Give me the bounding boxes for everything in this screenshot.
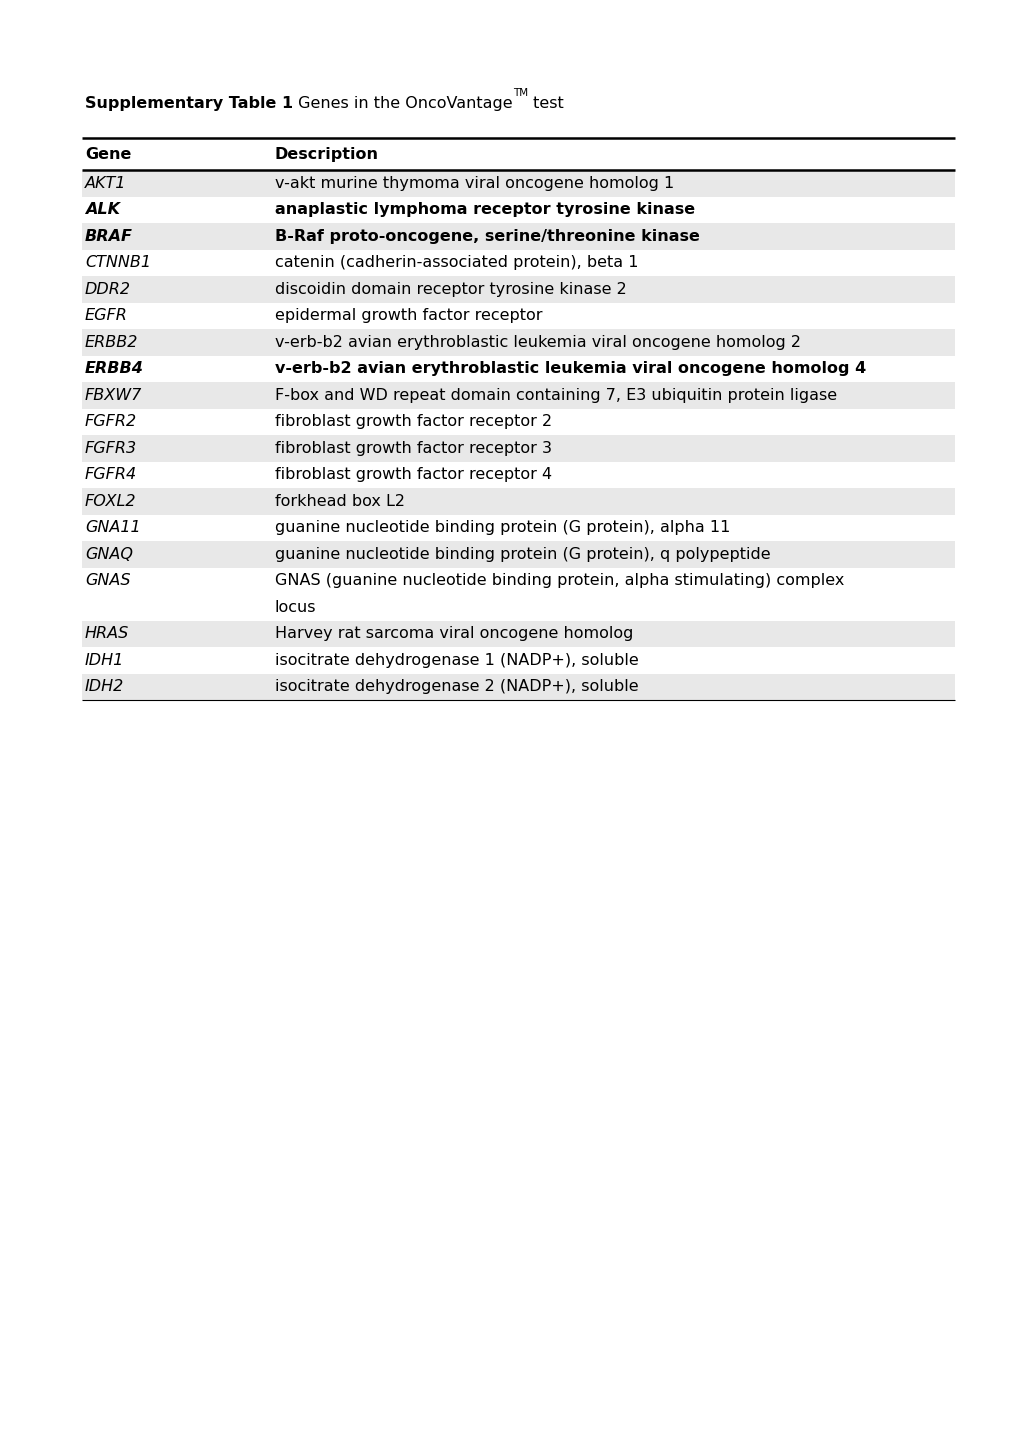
Text: IDH1: IDH1 — [85, 652, 124, 668]
Text: epidermal growth factor receptor: epidermal growth factor receptor — [275, 309, 542, 323]
Text: ERBB4: ERBB4 — [85, 361, 144, 377]
Text: DDR2: DDR2 — [85, 281, 130, 297]
Text: BRAF: BRAF — [85, 229, 132, 244]
Text: fibroblast growth factor receptor 4: fibroblast growth factor receptor 4 — [275, 468, 551, 482]
Text: F-box and WD repeat domain containing 7, E3 ubiquitin protein ligase: F-box and WD repeat domain containing 7,… — [275, 388, 837, 403]
Text: TM: TM — [513, 88, 528, 98]
Text: FGFR3: FGFR3 — [85, 440, 137, 456]
Bar — [82, 567, 954, 620]
Text: test: test — [528, 97, 564, 111]
Text: forkhead box L2: forkhead box L2 — [275, 494, 405, 509]
Text: FOXL2: FOXL2 — [85, 494, 137, 509]
Text: v-erb-b2 avian erythroblastic leukemia viral oncogene homolog 4: v-erb-b2 avian erythroblastic leukemia v… — [275, 361, 865, 377]
Text: Harvey rat sarcoma viral oncogene homolog: Harvey rat sarcoma viral oncogene homolo… — [275, 626, 633, 641]
Text: Gene: Gene — [85, 147, 131, 162]
Text: catenin (cadherin-associated protein), beta 1: catenin (cadherin-associated protein), b… — [275, 255, 638, 270]
Text: EGFR: EGFR — [85, 309, 127, 323]
Bar — [82, 250, 954, 276]
Text: B-Raf proto-oncogene, serine/threonine kinase: B-Raf proto-oncogene, serine/threonine k… — [275, 229, 699, 244]
Bar — [82, 170, 954, 196]
Text: guanine nucleotide binding protein (G protein), q polypeptide: guanine nucleotide binding protein (G pr… — [275, 547, 770, 561]
Text: GNAS (guanine nucleotide binding protein, alpha stimulating) complex: GNAS (guanine nucleotide binding protein… — [275, 573, 844, 589]
Text: v-erb-b2 avian erythroblastic leukemia viral oncogene homolog 2: v-erb-b2 avian erythroblastic leukemia v… — [275, 335, 800, 349]
Text: isocitrate dehydrogenase 1 (NADP+), soluble: isocitrate dehydrogenase 1 (NADP+), solu… — [275, 652, 638, 668]
Bar — [82, 541, 954, 567]
Text: CTNNB1: CTNNB1 — [85, 255, 151, 270]
Text: GNAS: GNAS — [85, 573, 130, 589]
Bar — [82, 620, 954, 646]
Text: isocitrate dehydrogenase 2 (NADP+), soluble: isocitrate dehydrogenase 2 (NADP+), solu… — [275, 680, 638, 694]
Text: FGFR2: FGFR2 — [85, 414, 137, 429]
Bar — [82, 646, 954, 674]
Bar — [82, 139, 954, 170]
Bar — [82, 488, 954, 515]
Bar — [82, 382, 954, 408]
Text: HRAS: HRAS — [85, 626, 129, 641]
Text: locus: locus — [275, 600, 316, 615]
Bar — [82, 276, 954, 303]
Text: ERBB2: ERBB2 — [85, 335, 139, 349]
Bar — [82, 434, 954, 462]
Text: guanine nucleotide binding protein (G protein), alpha 11: guanine nucleotide binding protein (G pr… — [275, 521, 730, 535]
Text: Description: Description — [275, 147, 379, 162]
Bar — [82, 674, 954, 700]
Text: v-akt murine thymoma viral oncogene homolog 1: v-akt murine thymoma viral oncogene homo… — [275, 176, 674, 190]
Bar — [82, 355, 954, 382]
Text: fibroblast growth factor receptor 3: fibroblast growth factor receptor 3 — [275, 440, 551, 456]
Text: IDH2: IDH2 — [85, 680, 124, 694]
Text: AKT1: AKT1 — [85, 176, 126, 190]
Text: FGFR4: FGFR4 — [85, 468, 137, 482]
Text: fibroblast growth factor receptor 2: fibroblast growth factor receptor 2 — [275, 414, 551, 429]
Text: FBXW7: FBXW7 — [85, 388, 142, 403]
Text: GNA11: GNA11 — [85, 521, 141, 535]
Text: Supplementary Table 1: Supplementary Table 1 — [85, 97, 292, 111]
Bar — [82, 224, 954, 250]
Bar — [82, 329, 954, 355]
Bar — [82, 462, 954, 488]
Text: GNAQ: GNAQ — [85, 547, 132, 561]
Bar — [82, 515, 954, 541]
Bar — [82, 303, 954, 329]
Text: discoidin domain receptor tyrosine kinase 2: discoidin domain receptor tyrosine kinas… — [275, 281, 626, 297]
Text: ALK: ALK — [85, 202, 120, 218]
Text: Genes in the OncoVantage: Genes in the OncoVantage — [292, 97, 513, 111]
Bar — [82, 196, 954, 224]
Text: anaplastic lymphoma receptor tyrosine kinase: anaplastic lymphoma receptor tyrosine ki… — [275, 202, 694, 218]
Bar — [82, 408, 954, 434]
